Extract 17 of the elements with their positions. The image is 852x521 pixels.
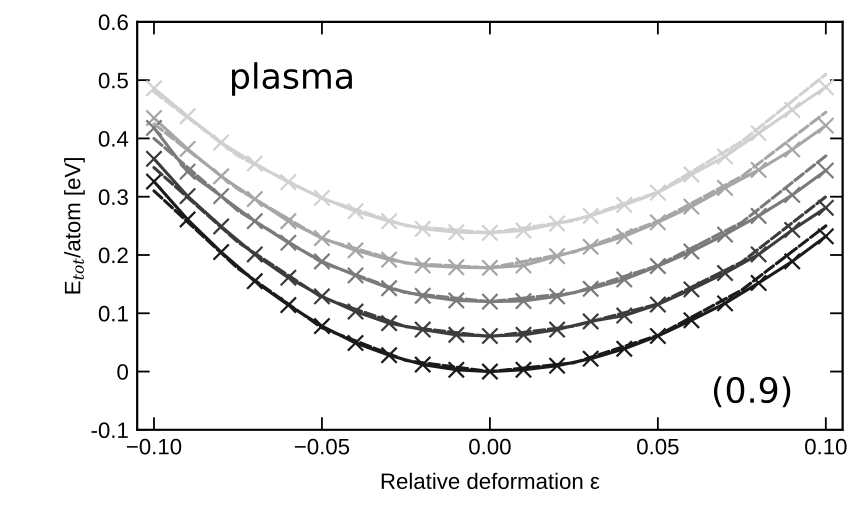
annotation: (0.9) <box>714 376 790 408</box>
x-tick-label: 0.05 <box>637 438 679 454</box>
x-tick-label: 0.10 <box>805 438 847 454</box>
y-axis-title: E$_{tot}$/atom [eV] <box>64 158 85 294</box>
y-tick-label: 0.2 <box>98 248 128 264</box>
x-axis-title: Relative deformation ε <box>382 472 600 490</box>
y-tick-label: 0.1 <box>98 306 128 322</box>
x-tick-label: 0.00 <box>469 438 511 454</box>
y-tick-label: 0.5 <box>98 72 128 88</box>
annotation: plasma <box>232 62 352 96</box>
y-tick-label: 0.3 <box>98 189 128 205</box>
x-tick-label: −0.05 <box>294 438 350 454</box>
y-tick-label: 0.6 <box>98 14 128 30</box>
x-tick-label: −0.10 <box>126 438 182 454</box>
y-tick-label: -0.1 <box>92 422 128 438</box>
y-tick-label: 0.4 <box>98 130 128 147</box>
y-tick-label: 0 <box>117 364 128 380</box>
